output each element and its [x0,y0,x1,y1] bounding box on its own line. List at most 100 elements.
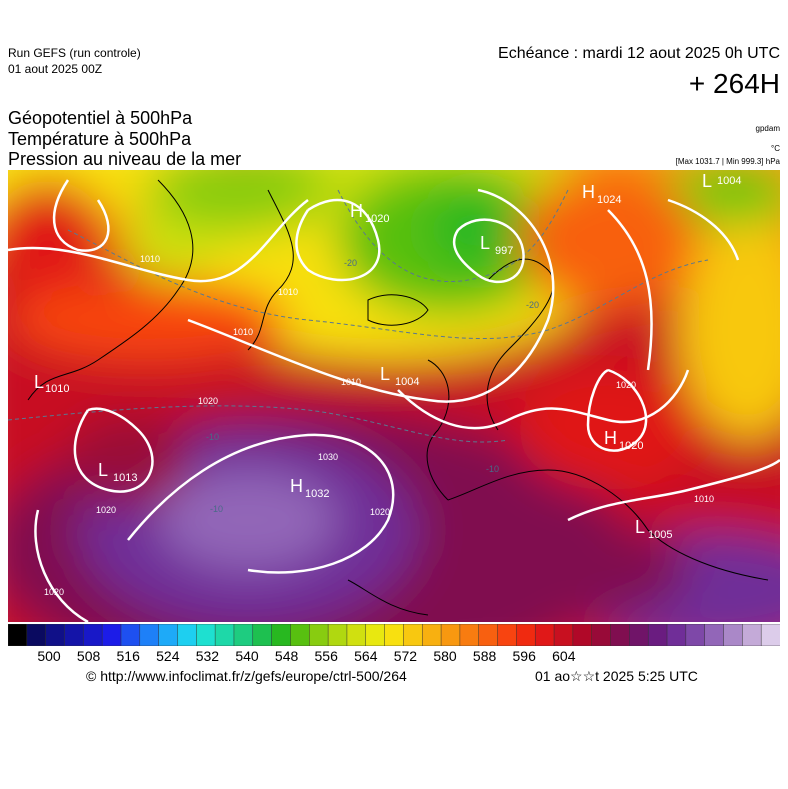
colorbar-tick-label: 516 [116,648,140,664]
colorbar-ticks: 500 508 516 524 532 540 548 556 564 572 580 588 596 6… [0,648,788,668]
temp-label: -10 [210,504,223,514]
svg-text:H: H [290,476,303,496]
colorbar-tick-label: 572 [393,648,418,664]
colorbar-swatch [685,624,706,646]
pressure-center: L 1004 [380,364,419,388]
temperature-contours [8,189,709,443]
colorbar-swatch [233,624,254,646]
colorbar-tick-label: 580 [433,648,457,664]
isobar-label: 1020 [198,396,218,406]
temp-label: -20 [526,300,539,310]
isobar-label: 1020 [616,380,636,390]
colorbar-swatch [139,624,160,646]
isobar-label: 1010 [278,287,298,297]
svg-text:1005: 1005 [648,529,672,541]
field-title-geopotential: Géopotentiel à 500hPa [8,108,193,128]
svg-text:L: L [635,517,645,537]
colorbar-swatch [365,624,386,646]
svg-text:H: H [604,428,617,448]
svg-text:1020: 1020 [619,440,643,452]
pressure-center: L 997 [480,233,513,257]
coastlines [27,179,769,616]
colorbar-swatch [309,624,329,646]
pressure-center: L 1005 [635,517,672,541]
colorbar-swatch [196,624,216,646]
colorbar-swatch [610,624,631,646]
temperature-labels: -20 -10 -10 -10 -20 [206,258,539,514]
colorbar-swatch [723,624,744,646]
colorbar-swatch [760,624,780,646]
pressure-center: L 1013 [98,460,137,484]
svg-text:L: L [480,233,490,253]
temp-label: -10 [486,464,499,474]
svg-text:997: 997 [495,245,513,257]
pressure-center: H 1020 [604,428,643,452]
colorbar-tick-label: 588 [472,648,497,664]
colorbar-swatch [629,624,649,646]
pressure-max-min: [Max 1031.7 | Min 999.3] hPa [675,157,780,166]
colorbar-swatch [26,624,47,646]
svg-text:1004: 1004 [717,175,741,187]
map-canvas: H 1020 L 997 H 1024 L 1004 L 1004 L 1010 L 1013… [8,170,780,622]
colorbar-swatch [290,624,311,646]
svg-text:1020: 1020 [365,213,389,225]
field-title-pressure: Pression au niveau de la mer [8,149,242,169]
colorbar-swatch [666,624,687,646]
colorbar-swatch [440,624,461,646]
colorbar-swatch [327,624,348,646]
unit-geopotential: gpdam [755,124,780,133]
colorbar-swatch [64,624,85,646]
colorbar-swatch [177,624,198,646]
pressure-center: L 1004 [702,171,741,191]
colorbar-swatch [83,624,103,646]
field-title-temperature: Température à 500hPa [8,129,192,149]
geopotential-field [8,170,780,622]
colorbar-swatch [478,624,499,646]
svg-text:L: L [380,364,390,384]
isobar-labels: 1010 1010 1010 1010 1020 1020 1030 1020 … [44,254,714,597]
source-url[interactable]: © http://www.infoclimat.fr/z/gefs/europe… [86,668,407,684]
isobar-label: 1010 [694,494,714,504]
colorbar-tick-label: 540 [235,648,259,664]
colorbar-tick-label: 604 [552,648,576,664]
svg-text:H: H [582,182,595,202]
temp-label: -10 [206,432,219,442]
colorbar-swatch [346,624,367,646]
colorbar-swatch [252,624,273,646]
colorbar-swatch [497,624,518,646]
isobar-label: 1010 [233,327,253,337]
generation-time: 01 ao☆☆t 2025 5:25 UTC [535,668,698,684]
colorbar-swatch [572,624,593,646]
colorbar-swatch [8,624,28,646]
isobar-label: 1010 [140,254,160,264]
colorbar-swatch [120,624,141,646]
colorbar-tick-label: 524 [156,648,180,664]
isobar-label: 1020 [44,587,64,597]
colorbar-swatch [534,624,555,646]
isobar-label: 1020 [96,505,116,515]
colorbar-tick-label: 548 [274,648,299,664]
colorbar-tick-label: 508 [76,648,101,664]
colorbar-swatch [45,624,66,646]
pressure-center: H 1024 [582,182,621,206]
svg-text:H: H [350,201,363,221]
svg-text:L: L [34,372,44,392]
colorbar-swatch [647,624,668,646]
colorbar-tick-label: 596 [512,648,536,664]
temp-label: -20 [344,258,357,268]
pressure-center: H 1020 [350,201,389,225]
isobar-label: 1010 [341,377,361,387]
pressure-center: H 1032 [290,476,329,500]
isobar-label: 1030 [318,452,338,462]
colorbar-swatch [591,624,612,646]
forecast-valid-time: Echéance : mardi 12 aout 2025 0h UTC [498,45,780,62]
svg-text:1004: 1004 [395,376,419,388]
colorbar-swatch [403,624,423,646]
svg-text:1010: 1010 [45,383,69,395]
colorbar-swatch [421,624,442,646]
colorbar-swatch [271,624,292,646]
colorbar [8,624,780,646]
colorbar-tick-label: 500 [37,648,61,664]
colorbar-swatch [214,624,235,646]
colorbar-tick-label: 564 [354,648,378,664]
